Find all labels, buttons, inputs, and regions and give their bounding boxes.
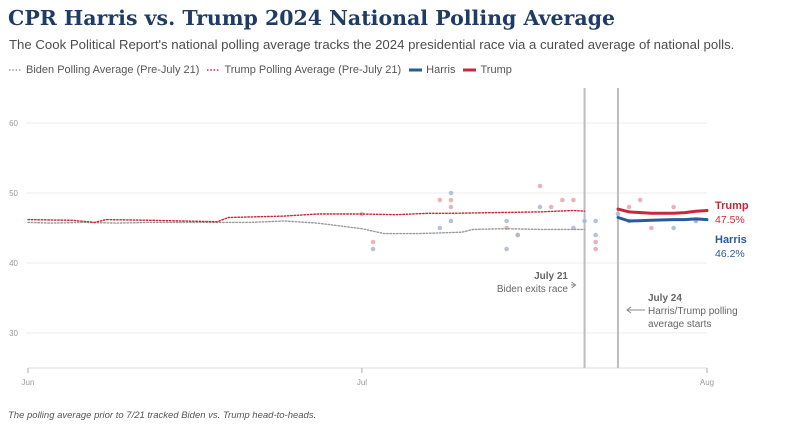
legend-swatch-solid-icon [409,68,423,72]
annotation-arrow-left-icon [626,306,645,314]
poll-point-harris [370,246,376,252]
end-label-trump: Trump [715,200,749,212]
poll-point-trump [548,204,554,210]
poll-point-trump [571,197,576,203]
chart-legend: Biden Polling Average (Pre-July 21) Trum… [9,64,520,76]
legend-label: Biden Polling Average (Pre-July 21) [26,64,200,76]
end-value-harris: 46.2% [715,248,745,260]
series-line-biden-polling-average-pre-july-21- [27,220,586,235]
y-tick-label: 60 [9,119,18,128]
annotation-text-biden-exits: Biden exits race [497,284,569,295]
poll-point-trump [448,204,454,210]
poll-point-trump [559,197,565,203]
end-value-trump: 47.5% [715,214,745,226]
legend-swatch-dotted-icon [9,69,22,71]
annotation-text-line-2: average starts [648,319,711,330]
y-tick-label: 40 [9,259,18,268]
poll-point-harris [448,218,454,224]
series-line-harris [616,216,709,223]
poll-point-harris [671,225,676,231]
legend-item-biden-average[interactable]: Biden Polling Average (Pre-July 21) [9,64,199,76]
chart-footnote: The polling average prior to 7/21 tracke… [8,410,317,421]
annotation-arrow-right-icon [571,281,577,289]
series-line-trump-polling-average-pre-july-21- [27,209,586,224]
annotation-title-july-24: July 24 [648,293,682,304]
poll-point-trump [649,225,654,231]
x-tick-label: Jun [22,378,35,387]
series-line-trump [616,207,709,215]
poll-point-harris [504,246,509,252]
poll-point-harris [582,218,587,224]
poll-point-trump [671,204,676,210]
poll-point-harris [593,232,598,238]
legend-label: Trump [480,64,512,76]
poll-point-trump [626,204,632,210]
annotation-text-line-1: Harris/Trump polling [648,306,738,317]
y-tick-label: 30 [9,329,18,338]
poll-point-trump [537,183,543,189]
y-tick-label: 50 [9,189,18,198]
poll-point-trump [637,197,643,203]
poll-point-harris [437,225,443,231]
poll-point-trump [437,197,443,203]
poll-point-harris [593,218,598,224]
x-tick-label: Jul [357,378,367,387]
poll-point-harris [448,190,454,196]
legend-label: Trump Polling Average (Pre-July 21) [224,64,402,76]
poll-point-trump [448,197,454,203]
legend-item-trump[interactable]: Trump [463,64,512,76]
poll-point-trump [593,246,598,252]
end-label-harris: Harris [715,234,747,246]
legend-label: Harris [426,64,456,76]
legend-item-harris[interactable]: Harris [409,64,455,76]
poll-point-harris [537,204,543,210]
annotation-title-july-21: July 21 [534,271,568,282]
legend-swatch-solid-icon [463,68,477,72]
legend-item-trump-average[interactable]: Trump Polling Average (Pre-July 21) [207,64,401,76]
poll-point-harris [504,218,509,224]
x-tick-label: Aug [700,378,714,387]
poll-point-trump [370,239,376,245]
poll-point-trump [593,239,598,245]
chart-title: CPR Harris vs. Trump 2024 National Polli… [8,6,616,30]
poll-point-harris [515,232,521,238]
chart-subtitle: The Cook Political Report's national pol… [9,37,735,52]
poll-point-harris [615,211,621,217]
poll-point-trump [504,225,509,231]
legend-swatch-dotted-icon [207,69,221,71]
